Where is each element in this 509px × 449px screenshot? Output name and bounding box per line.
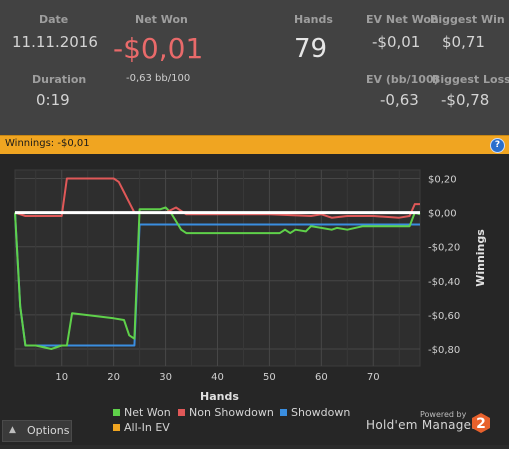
ev-bb100-label: EV (bb/100)	[366, 73, 439, 86]
options-button[interactable]: ▲ Options	[2, 420, 72, 442]
x-tick-label: 20	[107, 372, 120, 383]
showdown-swatch	[280, 409, 287, 416]
legend-label-net-won: Net Won	[124, 406, 171, 419]
chart-svg: $0,20 $0,00 -$0,20 -$0,40 -$0,60 -$0,80 10 20 30…	[14, 169, 487, 403]
x-tick-label: 40	[211, 372, 224, 383]
net-won-label: Net Won	[135, 13, 188, 26]
y-tick-label: $0,00	[428, 209, 457, 220]
x-tick-label: 60	[315, 372, 328, 383]
legend-item-net-won: Net Won	[113, 406, 171, 419]
y-tick-label: -$0,20	[428, 243, 460, 254]
net-won-value: -$0,01	[113, 32, 204, 65]
legend-label-non-showdown: Non Showdown	[189, 406, 274, 419]
non-showdown-swatch	[178, 409, 185, 416]
legend-label-showdown: Showdown	[291, 406, 351, 419]
duration-label: Duration	[32, 73, 87, 86]
powered-by-text: Powered by	[420, 410, 467, 419]
chevron-up-icon: ▲	[9, 425, 16, 435]
series-line-non-showdown	[14, 177, 420, 219]
date-label: Date	[39, 13, 69, 26]
winnings-chart: $0,20 $0,00 -$0,20 -$0,40 -$0,60 -$0,80 10 20 30…	[0, 154, 509, 445]
ev-net-won-value: -$0,01	[372, 33, 421, 51]
help-icon[interactable]: ?	[490, 138, 505, 153]
biggest-loss-label: Biggest Loss	[432, 73, 509, 86]
x-axis-label: Hands	[200, 390, 239, 403]
winnings-label: Winnings: -$0,01	[5, 138, 90, 149]
y-tick-label: -$0,40	[428, 277, 460, 288]
biggest-loss-value: -$0,78	[441, 91, 490, 109]
legend-item-showdown: Showdown	[280, 406, 350, 419]
duration-value: 0:19	[36, 91, 70, 109]
hem-logo-icon: 2	[472, 413, 490, 433]
net-won-swatch	[113, 409, 120, 416]
date-value: 11.11.2016	[12, 33, 98, 51]
winnings-bar: Winnings: -$0,01 ?	[0, 135, 509, 154]
legend-label-allin-ev: All-In EV	[124, 421, 170, 434]
ev-bb100-value: -0,63	[380, 91, 419, 109]
x-tick-label: 50	[263, 372, 276, 383]
logo-number: 2	[476, 416, 486, 432]
series-line-net-won	[14, 206, 421, 350]
legend-item-non-showdown: Non Showdown	[178, 406, 274, 419]
hands-label: Hands	[294, 13, 333, 26]
brand-name: Hold'em Manager	[366, 418, 477, 432]
net-won-bb100: -0,63 bb/100	[126, 73, 191, 84]
y-tick-label: -$0,80	[428, 345, 460, 356]
allin-ev-swatch	[113, 424, 120, 431]
legend-item-allin-ev: All-In EV	[113, 421, 170, 434]
x-tick-label: 30	[159, 372, 172, 383]
x-tick-label: 70	[367, 372, 380, 383]
y-tick-label: -$0,60	[428, 311, 460, 322]
ev-net-won-label: EV Net Won	[366, 13, 439, 26]
x-tick-label: 10	[55, 372, 68, 383]
hands-value: 79	[294, 34, 328, 64]
biggest-win-label: Biggest Win	[430, 13, 505, 26]
y-axis-label: Winnings	[474, 229, 487, 287]
biggest-win-value: $0,71	[442, 33, 485, 51]
stats-panel: Date 11.11.2016 Net Won -$0,01 -0,63 bb/…	[0, 0, 509, 135]
y-tick-label: $0,20	[428, 175, 457, 186]
options-label: Options	[27, 424, 70, 437]
